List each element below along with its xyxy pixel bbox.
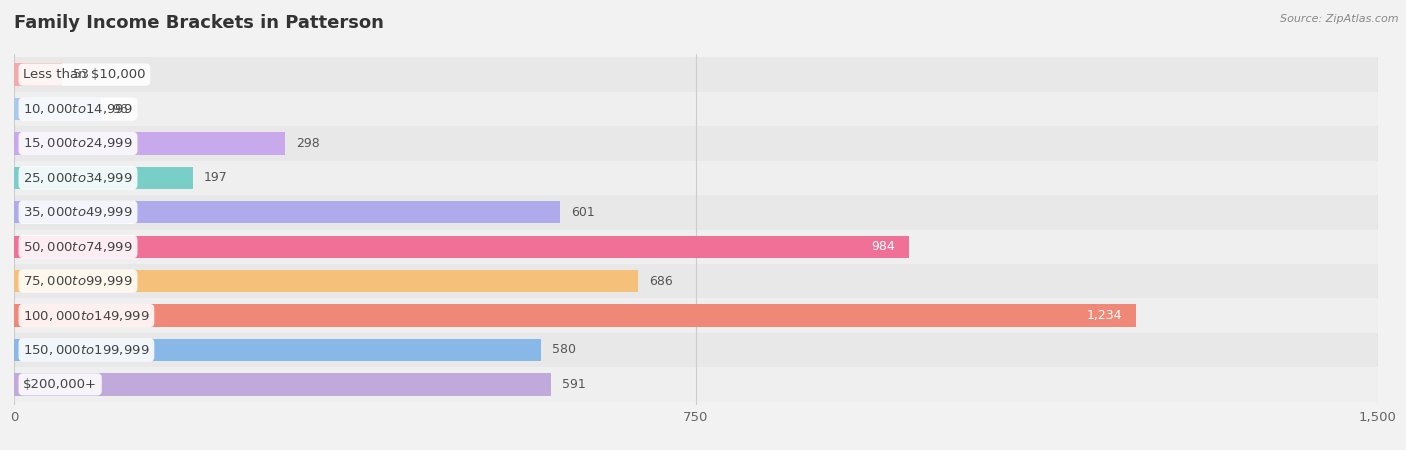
Bar (14, 304, 1136, 327)
Bar (0, 161, 1406, 195)
Bar (0, 92, 1406, 126)
Bar (0, 298, 1406, 333)
Bar (14, 270, 638, 292)
Text: 686: 686 (648, 274, 672, 288)
Bar (14, 166, 193, 189)
Text: 591: 591 (562, 378, 586, 391)
Bar (14, 132, 285, 155)
Text: $15,000 to $24,999: $15,000 to $24,999 (22, 136, 132, 150)
Text: 197: 197 (204, 171, 228, 184)
Text: Less than $10,000: Less than $10,000 (22, 68, 146, 81)
Text: 53: 53 (73, 68, 89, 81)
Text: 298: 298 (295, 137, 319, 150)
Bar (0, 58, 1406, 92)
Bar (0, 195, 1406, 230)
Text: $200,000+: $200,000+ (22, 378, 97, 391)
Bar (14, 339, 541, 361)
Bar (0, 333, 1406, 367)
Text: Source: ZipAtlas.com: Source: ZipAtlas.com (1281, 14, 1399, 23)
Bar (0, 367, 1406, 401)
Bar (0, 230, 1406, 264)
Text: 601: 601 (571, 206, 595, 219)
Bar (0, 264, 1406, 298)
Bar (14, 373, 551, 396)
Text: $150,000 to $199,999: $150,000 to $199,999 (22, 343, 149, 357)
Text: $75,000 to $99,999: $75,000 to $99,999 (22, 274, 132, 288)
Bar (14, 235, 908, 258)
Text: $10,000 to $14,999: $10,000 to $14,999 (22, 102, 132, 116)
Text: 96: 96 (112, 103, 128, 116)
Text: 984: 984 (872, 240, 896, 253)
Bar (14, 201, 561, 224)
Text: $100,000 to $149,999: $100,000 to $149,999 (22, 309, 149, 323)
Text: $50,000 to $74,999: $50,000 to $74,999 (22, 240, 132, 254)
Text: 580: 580 (553, 343, 576, 356)
Text: $35,000 to $49,999: $35,000 to $49,999 (22, 205, 132, 219)
Text: $25,000 to $34,999: $25,000 to $34,999 (22, 171, 132, 185)
Bar (0, 126, 1406, 161)
Bar (14, 98, 101, 120)
Bar (14, 63, 62, 86)
Text: 1,234: 1,234 (1087, 309, 1122, 322)
Text: Family Income Brackets in Patterson: Family Income Brackets in Patterson (14, 14, 384, 32)
